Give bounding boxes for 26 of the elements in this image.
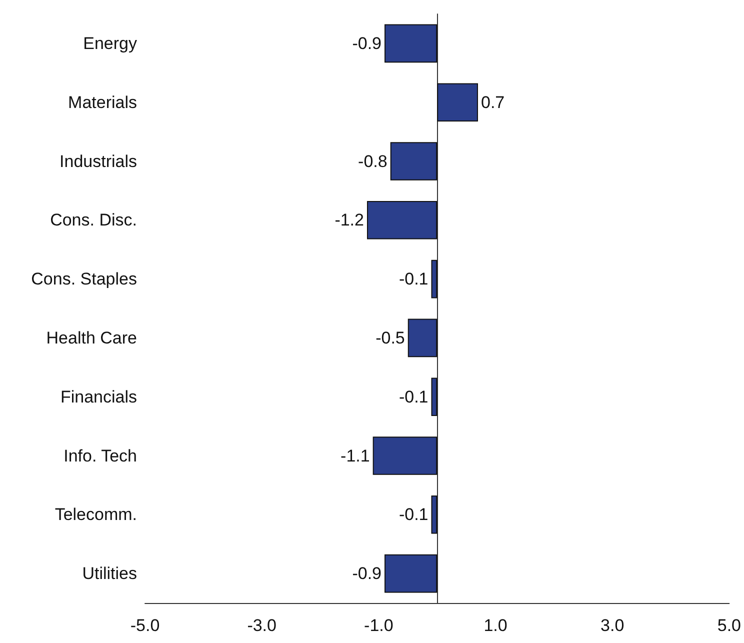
data-label: -0.9	[352, 564, 382, 584]
data-label: -1.1	[340, 446, 370, 466]
x-tick-label: 1.0	[484, 616, 508, 635]
data-label: 0.7	[480, 92, 505, 112]
y-tick-label: Cons. Staples	[31, 270, 137, 289]
y-tick-label: Materials	[68, 92, 137, 112]
y-tick-label: Utilities	[82, 564, 137, 584]
data-label: -0.9	[352, 34, 382, 53]
data-label: -0.1	[398, 387, 428, 406]
y-tick-label: Telecomm.	[54, 505, 137, 524]
data-label: -0.5	[376, 328, 405, 348]
x-tick-label: -5.0	[130, 616, 160, 635]
x-tick-label: -3.0	[247, 616, 276, 635]
x-tick-label: -1.0	[364, 616, 394, 635]
data-label: -0.1	[398, 270, 428, 289]
y-tick-label: Financials	[60, 387, 137, 406]
y-tick-label: Info. Tech	[64, 446, 137, 466]
x-tick-label: 5.0	[717, 616, 742, 635]
y-tick-label: Cons. Disc.	[50, 210, 137, 230]
data-label: -0.8	[358, 152, 388, 171]
data-label: -0.1	[398, 505, 428, 524]
y-tick-label: Energy	[83, 34, 138, 53]
data-label: -1.2	[334, 210, 364, 230]
y-tick-label: Health Care	[46, 328, 137, 348]
x-tick-label: 3.0	[600, 616, 624, 635]
y-tick-label: Industrials	[60, 152, 137, 171]
